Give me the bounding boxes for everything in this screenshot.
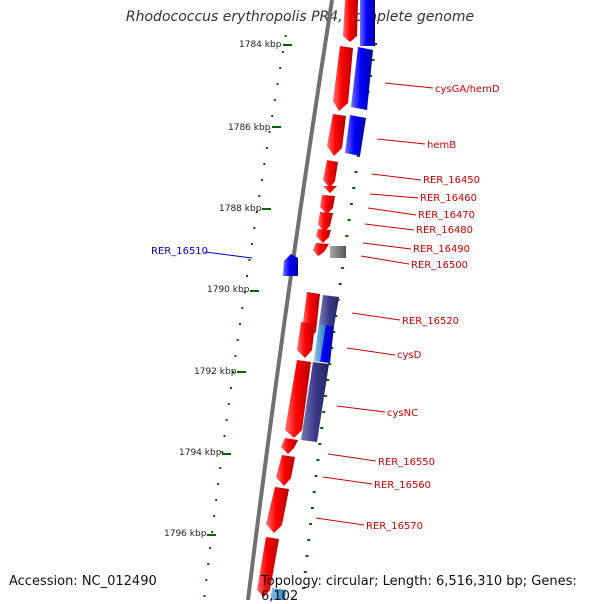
gene-block xyxy=(319,295,339,326)
gene-arrow xyxy=(318,212,333,232)
gene-arrow xyxy=(313,243,329,256)
gene-arrow xyxy=(257,537,279,597)
gene-block xyxy=(330,246,346,258)
gene-arrow xyxy=(266,487,289,533)
gene-label: RER_16520 xyxy=(402,316,459,327)
gene-label: RER_16500 xyxy=(411,260,468,271)
gene-arrow xyxy=(333,46,353,111)
gene-block xyxy=(345,115,366,156)
gene-block xyxy=(283,254,298,276)
gene-arrow xyxy=(323,160,338,188)
scale-label: 1786 kbp xyxy=(228,123,271,133)
gene-label: RER_16480 xyxy=(416,225,473,236)
accession-text: Accession: NC_012490 xyxy=(9,574,157,589)
gene-arrow xyxy=(327,114,346,156)
gene-block xyxy=(301,362,329,442)
scale-label: 1792 kbp xyxy=(194,367,237,377)
gene-label: RER_16490 xyxy=(413,244,470,255)
scale-label: 1790 kbp xyxy=(207,285,250,295)
gene-callouts: cysGA/hemD hemB RER_16450 RER_16460 RER_… xyxy=(151,82,500,532)
scale-label: 1796 kbp xyxy=(164,529,207,539)
gene-block xyxy=(270,588,286,600)
gene-label: RER_16550 xyxy=(378,457,435,468)
gene-arrow xyxy=(343,0,358,42)
gene-label: RER_16570 xyxy=(366,521,423,532)
gene-block xyxy=(360,0,375,46)
gene-label: RER_16460 xyxy=(420,193,477,204)
gene-label: cysGA/hemD xyxy=(435,84,500,95)
gene-label: hemB xyxy=(427,140,456,151)
gene-label: RER_16450 xyxy=(423,175,480,186)
gene-label: cysD xyxy=(397,350,422,361)
genome-backbone xyxy=(246,0,334,600)
gene-arrow xyxy=(276,455,295,486)
gene-arrow xyxy=(281,438,298,454)
scale-label: 1788 kbp xyxy=(219,204,262,214)
gene-label: RER_16470 xyxy=(418,210,475,221)
gene-arrow xyxy=(323,186,337,193)
scale-label: 1794 kbp xyxy=(179,448,222,458)
scale-labels: 1784 kbp 1786 kbp 1788 kbp 1790 kbp 1792… xyxy=(164,40,282,539)
scale-tick-marks xyxy=(207,44,292,536)
gene-block xyxy=(351,47,373,110)
gene-arrow xyxy=(320,195,335,214)
gene-features xyxy=(257,0,375,600)
gene-label: RER_16560 xyxy=(374,480,431,491)
gene-arrow xyxy=(285,360,311,438)
gene-block xyxy=(314,324,326,362)
map-title: Rhodococcus erythropolis PR4, complete g… xyxy=(125,9,475,25)
gene-arrow xyxy=(316,229,331,243)
scale-label: 1784 kbp xyxy=(239,40,282,50)
gene-arrow xyxy=(297,322,315,358)
gene-label: RER_16510 xyxy=(151,246,208,257)
gene-label: cysNC xyxy=(387,408,418,419)
